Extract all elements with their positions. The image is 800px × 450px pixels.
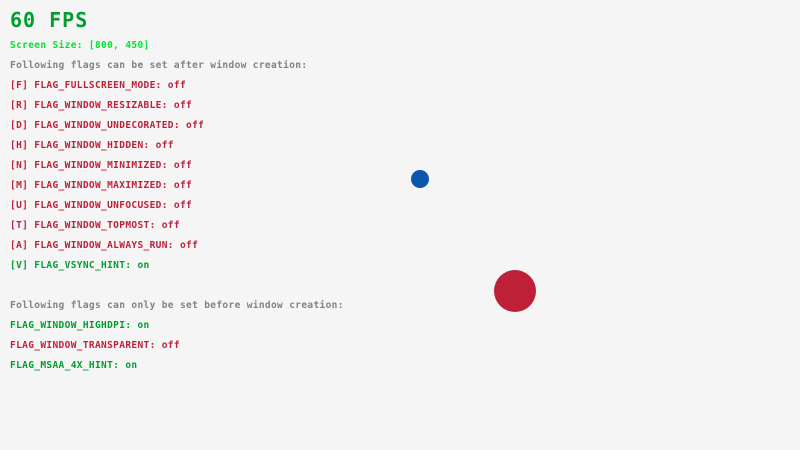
flag-vsync-hint: [V] FLAG_VSYNC_HINT: on bbox=[10, 260, 150, 271]
flag-window-maximized: [M] FLAG_WINDOW_MAXIMIZED: off bbox=[10, 180, 193, 191]
flag-msaa-4x-hint: FLAG_MSAA_4X_HINT: on bbox=[10, 360, 138, 371]
fps-counter: 60 FPS bbox=[10, 8, 89, 32]
flag-window-topmost: [T] FLAG_WINDOW_TOPMOST: off bbox=[10, 220, 180, 231]
flag-window-transparent: FLAG_WINDOW_TRANSPARENT: off bbox=[10, 340, 180, 351]
section-title-after-creation: Following flags can be set after window … bbox=[10, 60, 308, 71]
flag-window-unfocused: [U] FLAG_WINDOW_UNFOCUSED: off bbox=[10, 200, 193, 211]
flag-window-always-run: [A] FLAG_WINDOW_ALWAYS_RUN: off bbox=[10, 240, 199, 251]
blue-ball bbox=[411, 170, 429, 188]
flag-window-minimized: [N] FLAG_WINDOW_MINIMIZED: off bbox=[10, 160, 193, 171]
screen-size-label: Screen Size: [800, 450] bbox=[10, 40, 150, 51]
red-ball bbox=[494, 270, 536, 312]
flag-fullscreen-mode: [F] FLAG_FULLSCREEN_MODE: off bbox=[10, 80, 187, 91]
flag-window-resizable: [R] FLAG_WINDOW_RESIZABLE: off bbox=[10, 100, 193, 111]
flag-window-highdpi: FLAG_WINDOW_HIGHDPI: on bbox=[10, 320, 150, 331]
flag-window-hidden: [H] FLAG_WINDOW_HIDDEN: off bbox=[10, 140, 174, 151]
flag-window-undecorated: [D] FLAG_WINDOW_UNDECORATED: off bbox=[10, 120, 205, 131]
section-title-before-creation: Following flags can only be set before w… bbox=[10, 300, 344, 311]
